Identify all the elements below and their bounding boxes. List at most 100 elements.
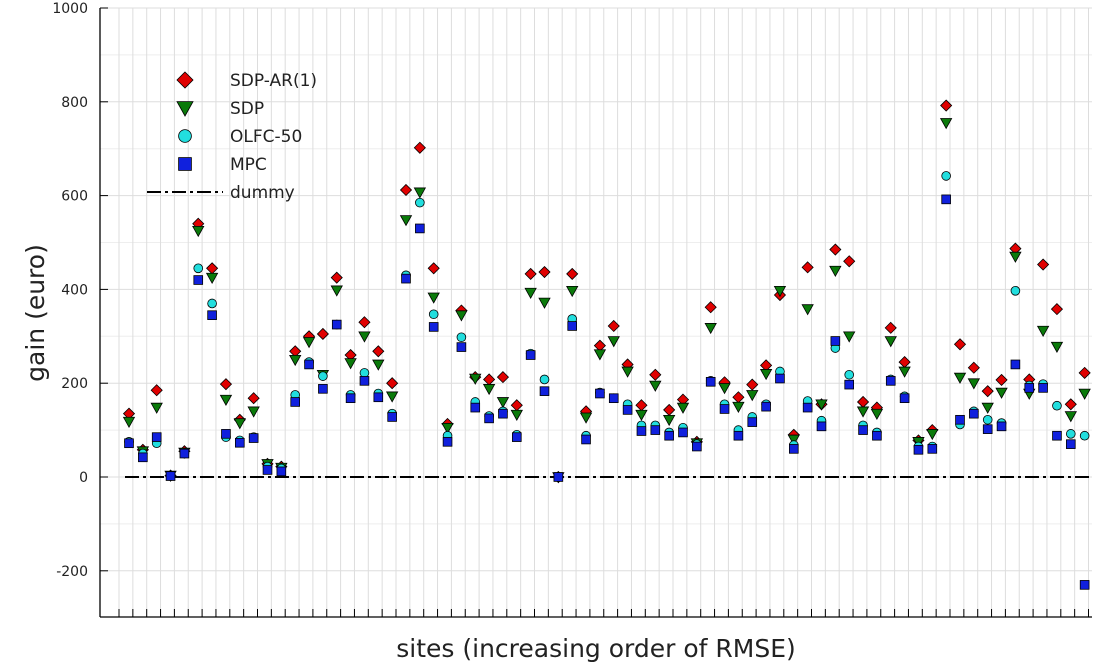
olfc-50-point	[360, 368, 369, 377]
mpc-point	[956, 415, 965, 424]
mpc-point	[402, 274, 411, 283]
mpc-point	[249, 434, 258, 443]
olfc-50-point	[1080, 431, 1089, 440]
y-tick-label: 0	[79, 470, 88, 486]
mpc-point	[138, 453, 147, 462]
olfc-50-point	[319, 372, 328, 381]
ticks: -200 0 200 400 600 800 1000	[52, 1, 1093, 617]
mpc-point	[152, 433, 161, 442]
olfc-50-point	[983, 415, 992, 424]
mpc-point	[859, 426, 868, 435]
mpc-point	[194, 276, 203, 285]
mpc-point	[596, 389, 605, 398]
mpc-point	[914, 445, 923, 454]
legend-symbol-sdp	[177, 102, 193, 116]
y-axis-label: gain (euro)	[21, 244, 50, 382]
mpc-point	[166, 472, 175, 481]
mpc-point	[817, 422, 826, 431]
olfc-50-point	[1011, 286, 1020, 295]
mpc-point	[388, 413, 397, 422]
mpc-point	[734, 431, 743, 440]
mpc-point	[582, 435, 591, 444]
mpc-point	[208, 311, 217, 320]
mpc-point	[125, 439, 134, 448]
mpc-point	[706, 377, 715, 386]
mpc-point	[277, 467, 286, 476]
olfc-50-point	[415, 198, 424, 207]
olfc-50-point	[194, 264, 203, 273]
mpc-point	[803, 403, 812, 412]
mpc-point	[886, 376, 895, 385]
mpc-point	[512, 433, 521, 442]
legend-label-mpc: MPC	[230, 155, 267, 175]
y-tick-label: 400	[61, 282, 88, 298]
mpc-point	[748, 418, 757, 427]
legend-symbol-sdp-ar-1	[177, 72, 193, 88]
mpc-point	[526, 351, 535, 360]
legend-symbol-olfc-50	[179, 130, 192, 143]
mpc-point	[429, 323, 438, 332]
mpc-point	[665, 431, 674, 440]
y-tick-label: 600	[61, 189, 88, 205]
mpc-point	[485, 414, 494, 423]
mpc-point	[540, 387, 549, 396]
mpc-point	[1011, 360, 1020, 369]
mpc-point	[222, 429, 231, 438]
y-tick-label: 1000	[52, 1, 88, 17]
mpc-point	[568, 322, 577, 331]
olfc-50-point	[942, 172, 951, 181]
mpc-point	[1039, 383, 1048, 392]
legend-label-sdp-ar-1: SDP-AR(1)	[230, 71, 317, 91]
mpc-point	[637, 427, 646, 436]
mpc-point	[415, 224, 424, 233]
mpc-point	[554, 473, 563, 482]
data-marks	[124, 100, 1093, 613]
mpc-point	[305, 360, 314, 369]
mpc-point	[360, 376, 369, 385]
mpc-point	[319, 384, 328, 393]
mpc-point	[471, 403, 480, 412]
legend-symbol-mpc	[179, 158, 192, 171]
mpc-point	[651, 426, 660, 435]
mpc-point	[374, 393, 383, 402]
mpc-point	[969, 409, 978, 418]
y-tick-label: 200	[61, 376, 88, 392]
mpc-point	[291, 398, 300, 407]
mpc-point	[499, 409, 508, 418]
mpc-point	[831, 337, 840, 346]
mpc-point	[346, 394, 355, 403]
legend-label-dummy: dummy	[230, 183, 295, 203]
mpc-point	[679, 428, 688, 437]
y-tick-label: 800	[61, 95, 88, 111]
legend-label-sdp: SDP	[230, 99, 264, 119]
mpc-point	[1053, 431, 1062, 440]
mpc-point	[776, 374, 785, 383]
mpc-point	[983, 425, 992, 434]
mpc-point	[443, 437, 452, 446]
mpc-point	[997, 422, 1006, 431]
mpc-point	[720, 405, 729, 414]
mpc-point	[692, 442, 701, 451]
mpc-point	[762, 402, 771, 411]
mpc-point	[900, 394, 909, 403]
mpc-point	[609, 394, 618, 403]
olfc-50-point	[845, 370, 854, 379]
x-axis-label: sites (increasing order of RMSE)	[396, 634, 796, 663]
mpc-point	[1080, 580, 1089, 589]
mpc-point	[235, 438, 244, 447]
olfc-50-point	[1066, 429, 1075, 438]
mpc-point	[263, 466, 272, 475]
mpc-point	[623, 406, 632, 415]
olfc-50-point	[208, 299, 217, 308]
mpc-point	[332, 320, 341, 329]
mpc-point	[457, 343, 466, 352]
mpc-point	[1025, 383, 1034, 392]
mpc-point	[942, 195, 951, 204]
y-tick-label: -200	[56, 564, 88, 580]
mpc-point	[845, 380, 854, 389]
olfc-50-point	[457, 333, 466, 342]
mpc-point	[180, 449, 189, 458]
olfc-50-point	[540, 375, 549, 384]
